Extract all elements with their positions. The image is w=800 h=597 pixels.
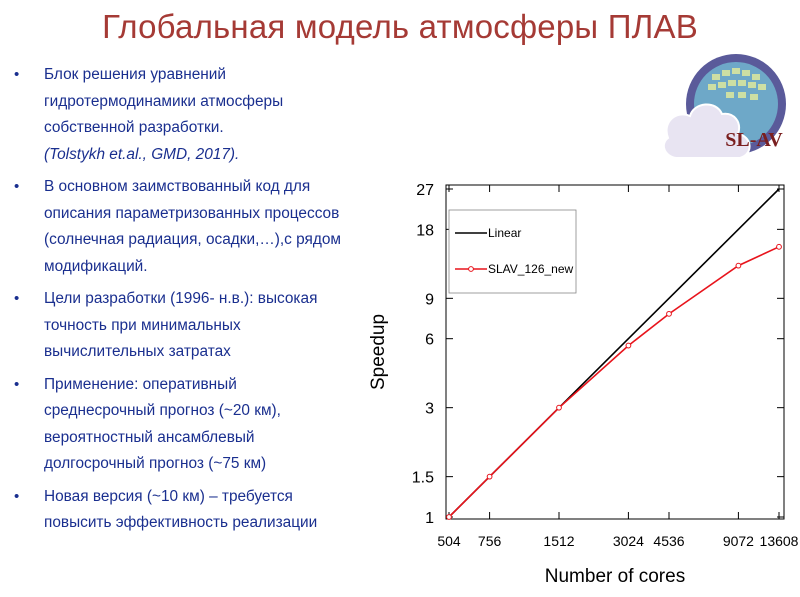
bullet-text: Блок решения уравнений гидротермодинамик…: [44, 66, 284, 136]
x-tick-label: 504: [437, 533, 461, 549]
bullet-item: • Применение: оперативный среднесрочный п…: [14, 372, 344, 478]
legend: Linear SLAV_126_new: [448, 209, 577, 294]
legend-label-slav: SLAV_126_new: [488, 262, 574, 276]
bullet-dot: •: [14, 178, 20, 195]
data-point: [666, 310, 672, 317]
legend-marker-slav: [468, 266, 474, 272]
x-tick-label: 1512: [543, 533, 574, 549]
data-point: [446, 514, 452, 520]
bullet-item: • Блок решения уравнений гидротермодинами…: [14, 62, 344, 168]
y-tick-label: 1: [425, 510, 434, 527]
y-tick-label: 9: [425, 291, 434, 308]
logo-cloud: [662, 103, 751, 159]
y-tick-label: 1.5: [412, 470, 434, 487]
bullet-dot: •: [14, 487, 20, 505]
x-tick-label: 3024: [613, 533, 644, 549]
bullet-text: Новая версия (~10 км) – требуется повыси…: [44, 487, 318, 532]
y-tick-label: 6: [425, 332, 434, 349]
bullet-reference: (Tolstykh et.al., GMD, 2017).: [44, 145, 240, 163]
bullet-list: • Блок решения уравнений гидротермодинами…: [14, 62, 344, 543]
bullet-item: • Новая версия (~10 км) – требуется повыс…: [14, 484, 344, 537]
data-point: [625, 342, 632, 349]
y-tick-label: 27: [416, 182, 434, 199]
bullet-dot: •: [14, 290, 20, 307]
slav-logo: SL-AV: [662, 54, 786, 159]
bullet-text: Цели разработки (1996- н.в.): высокая то…: [44, 290, 318, 360]
y-axis-label: Speedup: [368, 314, 389, 390]
series-group: [446, 188, 782, 520]
logo-text: SL-AV: [725, 129, 783, 151]
data-point: [776, 243, 782, 250]
bullet-dot: •: [14, 375, 20, 393]
y-tick-label: 18: [416, 222, 434, 239]
plot-frame: [445, 184, 785, 520]
bullet-item: • В основном заимствованный код для описа…: [14, 174, 344, 280]
bullet-dot: •: [14, 66, 20, 83]
data-point: [486, 473, 493, 480]
bullet-text: Применение: оперативный среднесрочный пр…: [44, 375, 281, 473]
x-tick-label: 13608: [760, 533, 799, 549]
x-tick-label: 9072: [723, 533, 754, 549]
x-tick-label: 756: [478, 533, 502, 549]
y-tick-label: 3: [425, 401, 434, 418]
data-point: [556, 404, 562, 411]
speedup-chart: 504 756 1512 3024 4536 9072 13608 11.53691827 …: [368, 182, 799, 587]
legend-box: [448, 209, 577, 294]
x-tick-label: 4536: [653, 533, 684, 549]
legend-label-linear: Linear: [488, 226, 521, 240]
slide-title: Глобальная модель атмосферы ПЛАВ: [102, 8, 698, 45]
data-point: [735, 262, 742, 269]
bullet-text: В основном заимствованный код для описан…: [44, 178, 341, 275]
logo-grid-cells: [708, 68, 766, 100]
bullet-item: • Цели разработки (1996- н.в.): высокая т…: [14, 286, 344, 366]
x-axis-label: Number of cores: [545, 566, 685, 587]
